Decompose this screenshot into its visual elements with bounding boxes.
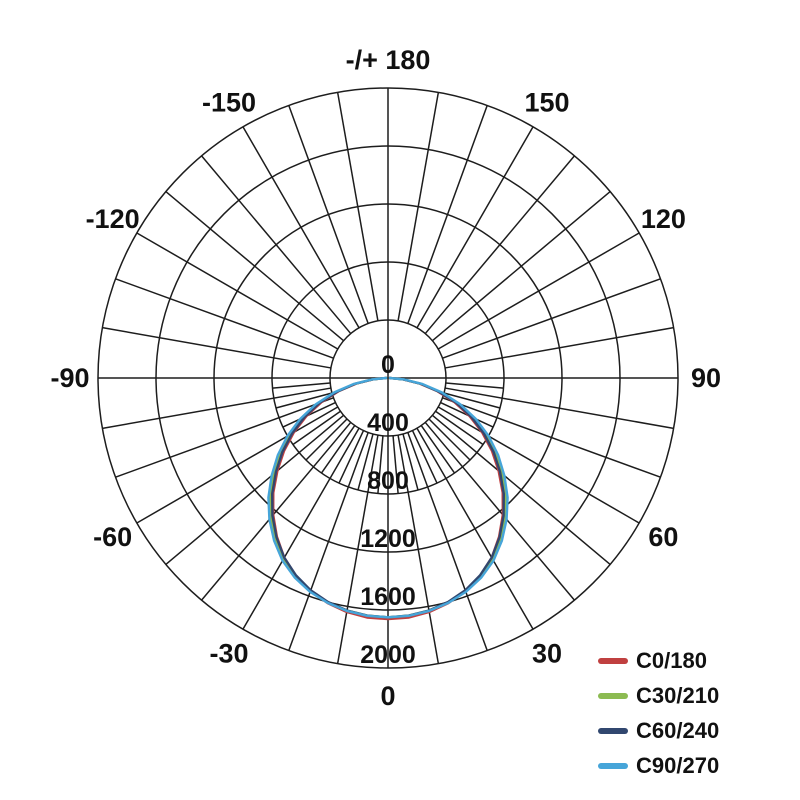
radial-tick-label: 1200 bbox=[360, 525, 416, 553]
grid-spoke bbox=[437, 406, 640, 524]
angle-label: -30 bbox=[209, 638, 248, 668]
curve-c90-270 bbox=[267, 376, 509, 619]
grid-spoke bbox=[444, 387, 674, 430]
radial-tick-label: 800 bbox=[367, 467, 409, 495]
grid-spoke bbox=[242, 126, 360, 329]
legend-swatch-icon bbox=[598, 692, 628, 699]
grid-spoke bbox=[336, 92, 379, 322]
angle-label: 150 bbox=[524, 88, 569, 118]
grid-spoke bbox=[397, 92, 440, 322]
grid-spoke bbox=[424, 421, 575, 601]
grid-spoke bbox=[336, 434, 379, 664]
grid-minor-spoke bbox=[292, 410, 341, 446]
grid-minor-spoke bbox=[338, 430, 365, 484]
grid-spoke bbox=[431, 414, 611, 565]
angle-label: 30 bbox=[532, 638, 562, 668]
grid-spoke bbox=[424, 155, 575, 335]
grid-spoke bbox=[431, 191, 611, 342]
angle-label: -90 bbox=[50, 363, 89, 393]
angle-label: 60 bbox=[648, 522, 678, 552]
angle-label: 0 bbox=[380, 681, 395, 711]
legend: C0/180 C30/210 C60/240 C90/270 bbox=[598, 648, 719, 788]
grid-spoke bbox=[136, 232, 339, 350]
grid-minor-spoke bbox=[377, 435, 384, 494]
grid-spoke bbox=[102, 387, 332, 430]
legend-label: C90/270 bbox=[636, 753, 720, 778]
grid-spoke bbox=[437, 232, 640, 350]
legend-swatch-icon bbox=[598, 762, 628, 769]
radial-tick-label: 1600 bbox=[360, 583, 416, 611]
grid-spoke bbox=[442, 278, 661, 359]
grid-spoke bbox=[416, 427, 534, 630]
legend-label: C60/240 bbox=[636, 718, 720, 743]
grid-minor-spoke bbox=[443, 392, 501, 409]
radial-tick-label: 0 bbox=[381, 351, 395, 379]
legend-swatch-icon bbox=[598, 727, 628, 734]
grid-spoke bbox=[416, 126, 534, 329]
radial-tick-label: 2000 bbox=[360, 641, 416, 669]
radial-tick-label: 400 bbox=[367, 409, 409, 437]
grid-minor-spoke bbox=[402, 433, 419, 491]
legend-label: C30/210 bbox=[636, 683, 720, 708]
legend-swatch-icon bbox=[598, 657, 628, 664]
grid-minor-spoke bbox=[272, 382, 331, 389]
grid-spoke bbox=[136, 406, 339, 524]
grid-spoke bbox=[165, 191, 345, 342]
legend-item-c30-210: C30/210 bbox=[598, 683, 719, 708]
legend-item-c0-180: C0/180 bbox=[598, 648, 719, 673]
grid-minor-spoke bbox=[435, 410, 484, 446]
grid-spoke bbox=[407, 105, 488, 324]
grid-spoke bbox=[397, 434, 440, 664]
grid-spoke bbox=[201, 155, 352, 335]
grid-minor-spoke bbox=[305, 418, 348, 461]
angle-label: -150 bbox=[202, 88, 256, 118]
legend-item-c60-240: C60/240 bbox=[598, 718, 719, 743]
grid-minor-spoke bbox=[420, 425, 456, 474]
grid-spoke bbox=[288, 432, 369, 651]
grid-minor-spoke bbox=[320, 425, 356, 474]
angle-label: 120 bbox=[641, 204, 686, 234]
grid-spoke bbox=[102, 326, 332, 369]
grid-spoke bbox=[442, 397, 661, 478]
angle-label: 90 bbox=[691, 363, 721, 393]
angle-label: -/+ 180 bbox=[346, 45, 431, 75]
grid-spoke bbox=[201, 421, 352, 601]
grid-minor-spoke bbox=[357, 433, 374, 491]
grid-spoke bbox=[115, 278, 334, 359]
angle-label: -60 bbox=[93, 522, 132, 552]
grid-minor-spoke bbox=[428, 418, 471, 461]
grid-spoke bbox=[444, 326, 674, 369]
grid-minor-spoke bbox=[392, 435, 399, 494]
grid-minor-spoke bbox=[275, 392, 333, 409]
legend-label: C0/180 bbox=[636, 648, 707, 673]
angle-label: -120 bbox=[86, 204, 140, 234]
grid-spoke bbox=[288, 105, 369, 324]
grid-minor-spoke bbox=[445, 382, 504, 389]
legend-item-c90-270: C90/270 bbox=[598, 753, 719, 778]
grid-spoke bbox=[115, 397, 334, 478]
grid-spoke bbox=[165, 414, 345, 565]
grid-spoke bbox=[242, 427, 360, 630]
grid-spoke bbox=[407, 432, 488, 651]
grid-minor-spoke bbox=[411, 430, 438, 484]
